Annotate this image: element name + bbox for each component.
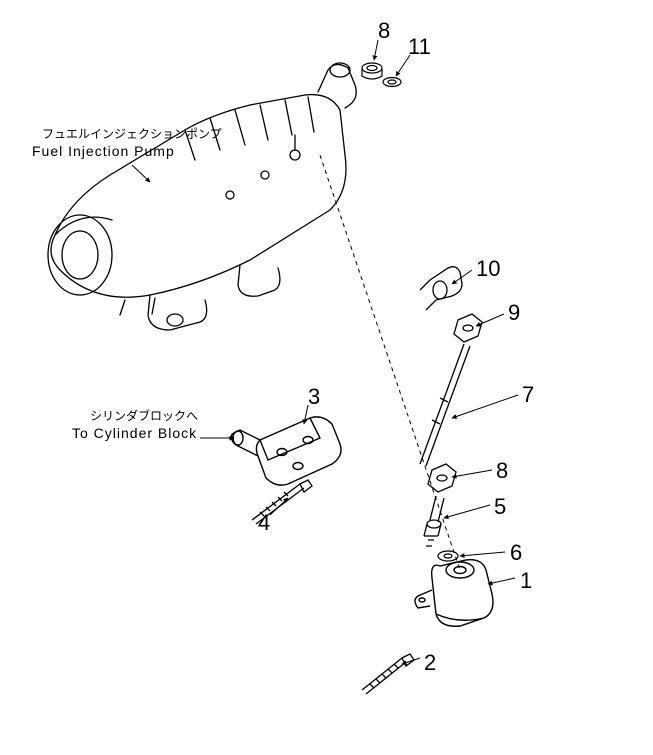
bracket-3 — [232, 417, 341, 485]
tube-7 — [420, 344, 470, 466]
parts-diagram-svg — [0, 0, 653, 755]
cylinder-label-en: To Cylinder Block — [72, 426, 197, 441]
connector-5 — [424, 496, 444, 546]
nut-8-lower — [428, 464, 456, 492]
callout-4: 4 — [258, 510, 270, 536]
bolt-2 — [362, 654, 414, 694]
washer-6 — [438, 551, 458, 561]
nut-9 — [454, 314, 482, 342]
callout-11: 11 — [408, 34, 431, 60]
callout-9: 9 — [508, 300, 520, 326]
callout-2: 2 — [424, 650, 436, 676]
washer-top-group — [362, 63, 401, 87]
callout-6: 6 — [510, 540, 522, 566]
callout-10: 10 — [476, 256, 500, 282]
pump-label-jp: フュエルインジェクションポンプ — [42, 128, 222, 141]
diagram-canvas: フュエルインジェクションポンプ Fuel Injection Pump シリンダ… — [0, 0, 653, 755]
guide-line — [320, 155, 460, 570]
callout-7: 7 — [522, 382, 534, 408]
housing-1 — [415, 560, 493, 627]
callout-1: 1 — [520, 568, 532, 594]
cylinder-label-jp: シリンダブロックへ — [90, 410, 198, 423]
pump-label-en: Fuel Injection Pump — [32, 144, 175, 159]
elbow-fitting-10 — [420, 267, 462, 310]
callout-8-bottom: 8 — [496, 458, 508, 484]
fuel-injection-pump-group — [48, 63, 356, 330]
callout-8-top: 8 — [378, 18, 390, 44]
callout-5: 5 — [494, 494, 506, 520]
callout-3: 3 — [308, 384, 320, 410]
